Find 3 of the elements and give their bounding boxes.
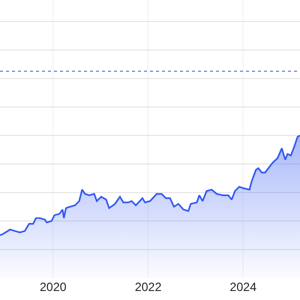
x-tick-label: 2020 — [40, 280, 67, 294]
x-tick-label: 2022 — [134, 280, 162, 294]
x-tick-label: 2024 — [230, 280, 257, 294]
